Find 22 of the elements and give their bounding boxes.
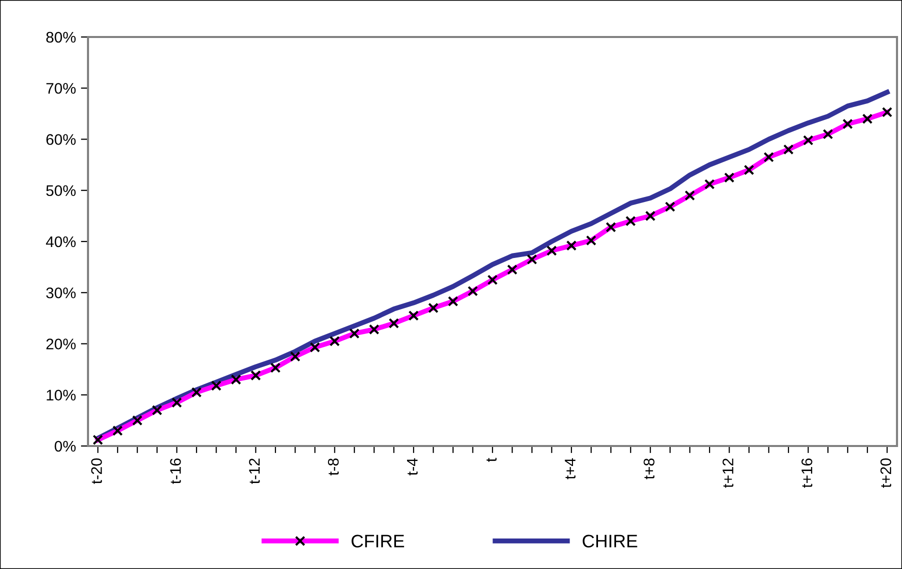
y-tick-label: 30% (46, 287, 76, 298)
x-tick-label: t (486, 458, 497, 462)
x-tick-label: t+8 (644, 458, 654, 480)
y-tick-label: 80% (46, 32, 76, 43)
x-tick-label: t-20 (91, 458, 102, 484)
y-tick-label: 60% (46, 134, 76, 145)
y-tick-label: 50% (46, 185, 76, 196)
y-tick-label: 70% (46, 82, 76, 94)
x-tick-label: t-12 (249, 458, 260, 484)
y-tick-label: 10% (46, 390, 76, 401)
y-tick-label: 0% (54, 440, 76, 452)
x-tick-label: t+16 (801, 458, 812, 488)
x-tick-label: t-16 (170, 458, 181, 484)
y-tick-label: 40% (46, 236, 76, 248)
y-tick-label: 20% (46, 338, 76, 350)
x-tick-label: t-8 (328, 458, 339, 476)
x-tick-label: t+20 (880, 458, 892, 488)
x-tick-label: t+4 (564, 458, 576, 480)
x-tick-label: t+12 (722, 458, 734, 488)
legend-label: CFIRE (352, 534, 404, 548)
legend-label: CHIRE (582, 534, 638, 548)
x-tick-label: t-4 (407, 458, 418, 476)
